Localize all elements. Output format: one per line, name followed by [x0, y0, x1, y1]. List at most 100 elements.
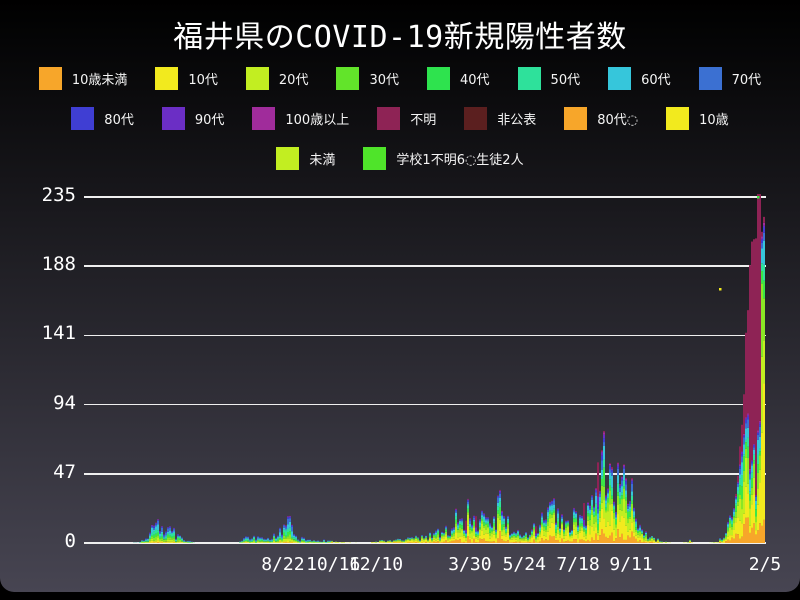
bar-segment — [501, 520, 503, 525]
bar-segment — [483, 513, 485, 515]
bar-segment — [445, 540, 447, 543]
bar-segment — [727, 527, 729, 531]
bar-segment — [495, 534, 497, 538]
bar-segment — [631, 495, 633, 501]
bar-segment — [397, 540, 399, 542]
bar-segment — [485, 517, 487, 519]
bar-segment — [395, 542, 397, 543]
bar-segment — [599, 517, 601, 522]
bar-segment — [459, 521, 461, 523]
bar-segment — [451, 536, 453, 539]
bar-segment — [453, 528, 455, 530]
bar-segment — [461, 525, 463, 529]
bar-segment — [595, 508, 597, 516]
bar-segment — [481, 523, 483, 531]
bar-segment — [591, 514, 593, 527]
bar-segment — [251, 540, 253, 542]
bar-segment — [615, 514, 617, 518]
bar-segment — [619, 491, 621, 496]
bar-segment — [545, 520, 547, 522]
bar-segment — [595, 515, 597, 523]
bar-segment — [509, 534, 511, 536]
bar-segment — [617, 463, 619, 465]
legend-swatch — [161, 106, 185, 130]
bar-segment — [545, 536, 547, 540]
bar-segment — [495, 542, 497, 543]
bar-segment — [595, 489, 597, 491]
bar-segment — [755, 496, 757, 501]
bar-segment — [557, 509, 559, 512]
bar-segment — [519, 535, 521, 537]
bar-segment — [409, 540, 411, 541]
bar-segment — [575, 539, 577, 543]
bar-segment — [161, 542, 163, 543]
bar-segment — [463, 530, 465, 531]
bar-segment — [551, 522, 553, 537]
bar-segment — [763, 340, 765, 384]
bar-segment — [247, 539, 249, 541]
bar-segment — [279, 539, 281, 542]
bar-segment — [743, 436, 745, 438]
bar-segment — [623, 464, 625, 466]
bar-segment — [631, 478, 633, 480]
bar-segment — [631, 503, 633, 511]
bar-segment — [551, 514, 553, 518]
bar-segment — [595, 527, 597, 534]
bar-segment — [583, 530, 585, 532]
bar-segment — [541, 517, 543, 520]
bar-segment — [435, 535, 437, 538]
bar-segment — [175, 539, 177, 541]
bar-segment — [621, 510, 623, 517]
bar-segment — [561, 523, 563, 525]
bar-segment — [275, 540, 277, 542]
bar-segment — [631, 491, 633, 496]
bar-segment — [253, 536, 255, 537]
bar-segment — [259, 539, 261, 541]
bar-segment — [169, 530, 171, 534]
bar-segment — [753, 463, 755, 478]
bar-segment — [533, 531, 535, 536]
bar-segment — [421, 542, 423, 543]
bar-segment — [631, 480, 633, 482]
bar-segment — [161, 538, 163, 541]
bar-segment — [601, 485, 603, 503]
bar-segment — [293, 539, 295, 541]
bar-segment — [497, 517, 499, 531]
x-axis-tick-label: 12/10 — [348, 554, 404, 575]
bar-segment — [755, 509, 757, 517]
bar-segment — [567, 525, 569, 528]
bar-segment — [763, 298, 765, 341]
bar-segment — [167, 539, 169, 542]
bar-segment — [173, 528, 175, 529]
bar-segment — [557, 529, 559, 534]
bar-segment — [163, 534, 165, 536]
bar-segment — [603, 438, 605, 443]
bar-segment — [461, 518, 463, 521]
bar-segment — [629, 503, 631, 507]
bar-segment — [297, 540, 299, 542]
bar-segment — [621, 495, 623, 500]
bar-segment — [251, 539, 253, 541]
bar-segment — [281, 542, 283, 543]
bar-segment — [279, 538, 281, 540]
bar-segment — [283, 541, 285, 543]
bar-segment — [551, 503, 553, 506]
bar-segment — [161, 536, 163, 539]
bar-segment — [759, 424, 761, 427]
bar-segment — [727, 539, 729, 543]
legend-swatch — [698, 66, 722, 90]
bar-segment — [617, 475, 619, 484]
bar-segment — [641, 530, 643, 532]
bar-segment — [737, 475, 739, 482]
bar-segment — [489, 524, 491, 527]
bar-segment — [605, 495, 607, 496]
bar-segment — [757, 434, 759, 440]
bar-segment — [503, 526, 505, 530]
bar-segment — [587, 510, 589, 514]
bar-segment — [631, 510, 633, 523]
bar-segment — [477, 534, 479, 536]
bar-segment — [461, 530, 463, 537]
bar-segment — [497, 530, 499, 539]
bar-segment — [273, 537, 275, 539]
bar-segment — [731, 535, 733, 538]
